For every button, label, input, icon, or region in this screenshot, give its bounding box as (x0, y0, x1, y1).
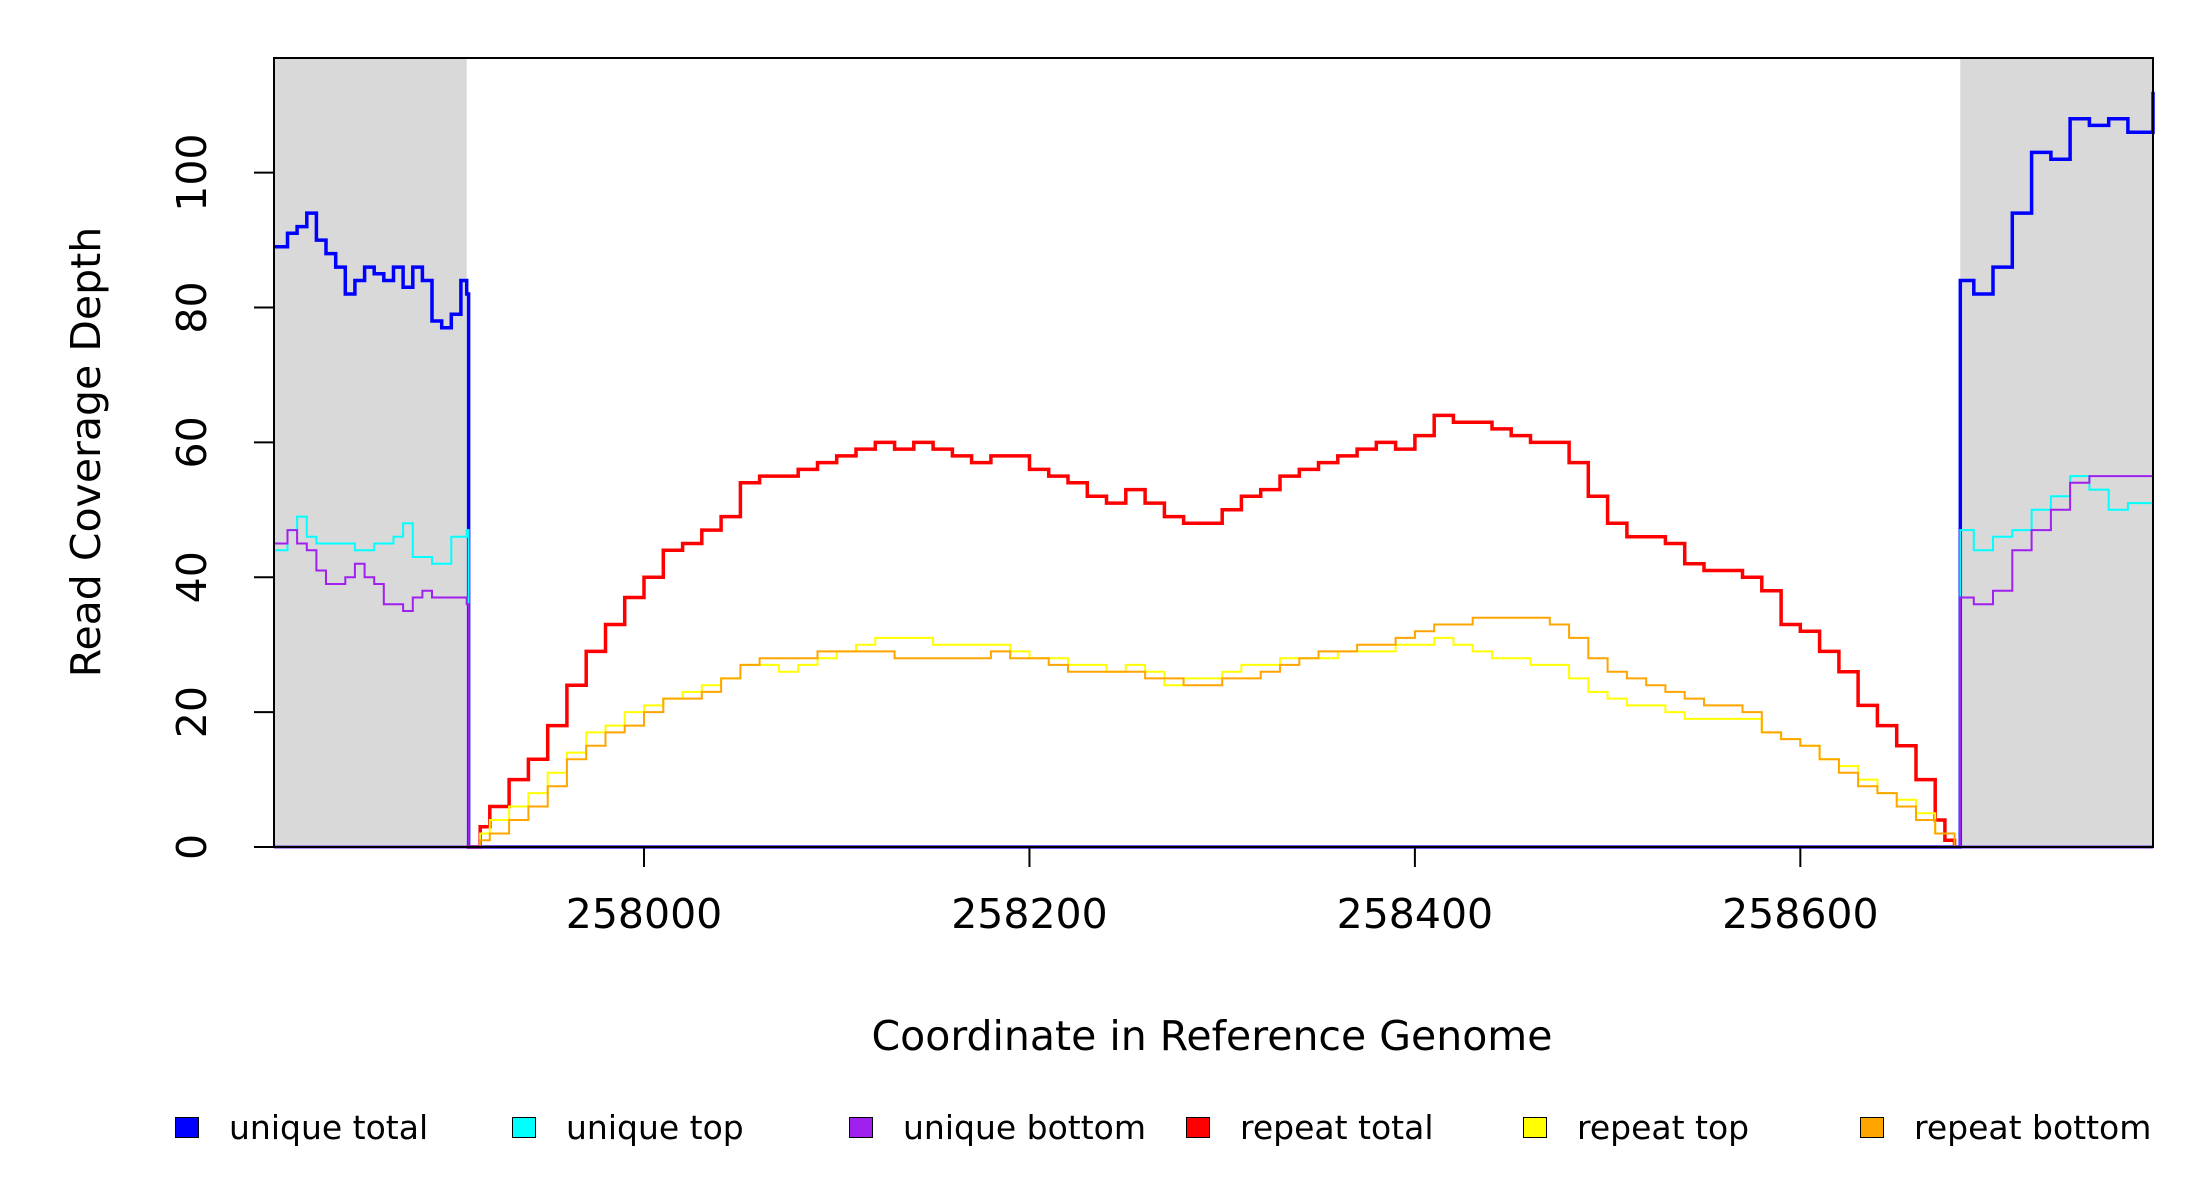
legend-item-repeat-total: repeat total (1186, 1108, 1434, 1147)
legend-label: repeat total (1240, 1108, 1434, 1147)
series-line-unique-total (274, 91, 2155, 849)
legend-item-repeat-top: repeat top (1523, 1108, 1749, 1147)
x-axis: 258000 258200 258400 258600 (566, 847, 1879, 938)
flanking-shaded-regions (274, 58, 2153, 847)
shaded-region-1 (274, 58, 467, 847)
legend-label: unique total (229, 1108, 429, 1147)
series-line-repeat-total (466, 413, 1957, 849)
coverage-series (274, 91, 2155, 849)
legend-swatch (849, 1117, 873, 1138)
y-axis: 0 20 40 60 80 100 (168, 134, 274, 860)
legend-swatch (1186, 1117, 1210, 1138)
chart-legend: unique total unique top unique bottom repea… (175, 1108, 2185, 1158)
series-line-repeat-bottom (466, 616, 1956, 848)
x-tick-label: 258400 (1337, 890, 1494, 938)
y-tick-label: 0 (168, 834, 216, 860)
x-tick-label: 258000 (566, 890, 723, 938)
legend-item-unique-top: unique top (512, 1108, 744, 1147)
shaded-region-2 (1960, 58, 2153, 847)
series-line-repeat-top (466, 636, 1956, 848)
y-tick-label: 40 (168, 551, 216, 603)
legend-swatch (1860, 1117, 1884, 1138)
series-line-unique-top (274, 475, 2154, 848)
plot-frame (273, 57, 2154, 848)
series-line-unique-bottom (274, 455, 2154, 848)
legend-label: repeat top (1577, 1108, 1750, 1147)
y-tick-label: 60 (168, 416, 216, 468)
x-axis-label: Coordinate in Reference Genome (872, 1012, 1553, 1060)
legend-swatch (175, 1117, 199, 1138)
legend-label: unique top (566, 1108, 744, 1147)
y-tick-label: 80 (168, 281, 216, 333)
legend-swatch (1523, 1117, 1547, 1138)
legend-label: repeat bottom (1914, 1108, 2152, 1147)
legend-item-unique-bottom: unique bottom (849, 1108, 1146, 1147)
legend-swatch (512, 1117, 536, 1138)
y-tick-label: 20 (168, 686, 216, 738)
x-tick-label: 258600 (1722, 890, 1879, 938)
legend-item-repeat-bottom: repeat bottom (1860, 1108, 2151, 1147)
legend-label: unique bottom (903, 1108, 1147, 1147)
x-tick-label: 258200 (951, 890, 1108, 938)
y-axis-label: Read Coverage Depth (62, 227, 110, 677)
y-tick-label: 100 (168, 134, 216, 212)
legend-item-unique-total: unique total (175, 1108, 428, 1147)
